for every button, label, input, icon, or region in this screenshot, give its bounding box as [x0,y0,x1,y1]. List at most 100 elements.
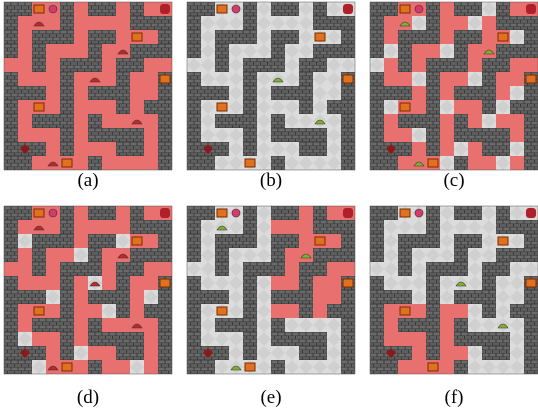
floor [18,248,32,262]
wall [116,346,130,360]
floor [60,44,74,58]
floor [412,346,426,360]
wall [426,318,440,332]
creature [230,365,242,371]
wall [454,156,468,170]
floor [384,220,398,234]
chest [33,306,45,316]
floor [102,262,116,276]
wall [524,100,538,114]
wall [524,290,538,304]
wall [482,290,496,304]
wall [88,248,102,262]
floor [510,206,524,220]
wall [271,86,285,100]
floor [384,58,398,72]
floor [102,248,116,262]
wall [285,206,299,220]
wall [524,220,538,234]
floor [454,346,468,360]
floor [201,248,215,262]
floor [229,142,243,156]
wall [285,234,299,248]
wall [426,346,440,360]
floor [327,128,341,142]
floor [370,262,384,276]
floor [468,346,482,360]
floor [102,346,116,360]
floor [412,44,426,58]
floor [482,220,496,234]
wall [412,30,426,44]
wall [187,156,201,170]
wall [215,248,229,262]
floor [285,16,299,30]
wall [398,248,412,262]
wall [327,16,341,30]
wall [4,360,18,374]
wall [158,220,172,234]
floor [412,16,426,30]
wall [158,114,172,128]
floor [18,58,32,72]
floor [257,86,271,100]
wall [398,58,412,72]
wall [370,290,384,304]
floor [116,360,130,374]
floor [440,248,454,262]
floor [102,58,116,72]
wall [299,332,313,346]
wall [285,332,299,346]
floor [243,248,257,262]
creature [497,323,509,329]
chest [525,278,537,288]
floor [482,2,496,16]
wall [243,206,257,220]
wall [88,128,102,142]
creature [33,21,45,27]
wall [130,16,144,30]
floor [144,234,158,248]
wall [102,30,116,44]
wall [384,86,398,100]
floor [144,114,158,128]
wall [32,142,46,156]
wall [130,248,144,262]
wall [88,290,102,304]
floor [201,100,215,114]
floor [468,72,482,86]
floor [116,156,130,170]
wall [102,206,116,220]
floor [384,30,398,44]
wall [271,2,285,16]
chest [399,4,411,14]
chest [244,158,256,168]
wall [482,128,496,142]
wall [158,304,172,318]
panel-border [3,205,173,375]
wall [130,346,144,360]
floor [116,234,130,248]
wall [130,128,144,142]
wall [384,290,398,304]
floor [468,142,482,156]
floor [327,72,341,86]
creature [272,77,284,83]
wall [510,220,524,234]
wall [257,58,271,72]
chest [399,306,411,316]
wall [426,114,440,128]
wall [18,2,32,16]
caption: (a) [77,170,98,191]
floor [144,86,158,100]
wall [243,318,257,332]
floor [412,58,426,72]
wall [215,58,229,72]
wall [454,234,468,248]
wall [398,262,412,276]
wall [88,114,102,128]
wall [370,304,384,318]
floor [271,276,285,290]
wall [341,142,355,156]
floor [46,72,60,86]
